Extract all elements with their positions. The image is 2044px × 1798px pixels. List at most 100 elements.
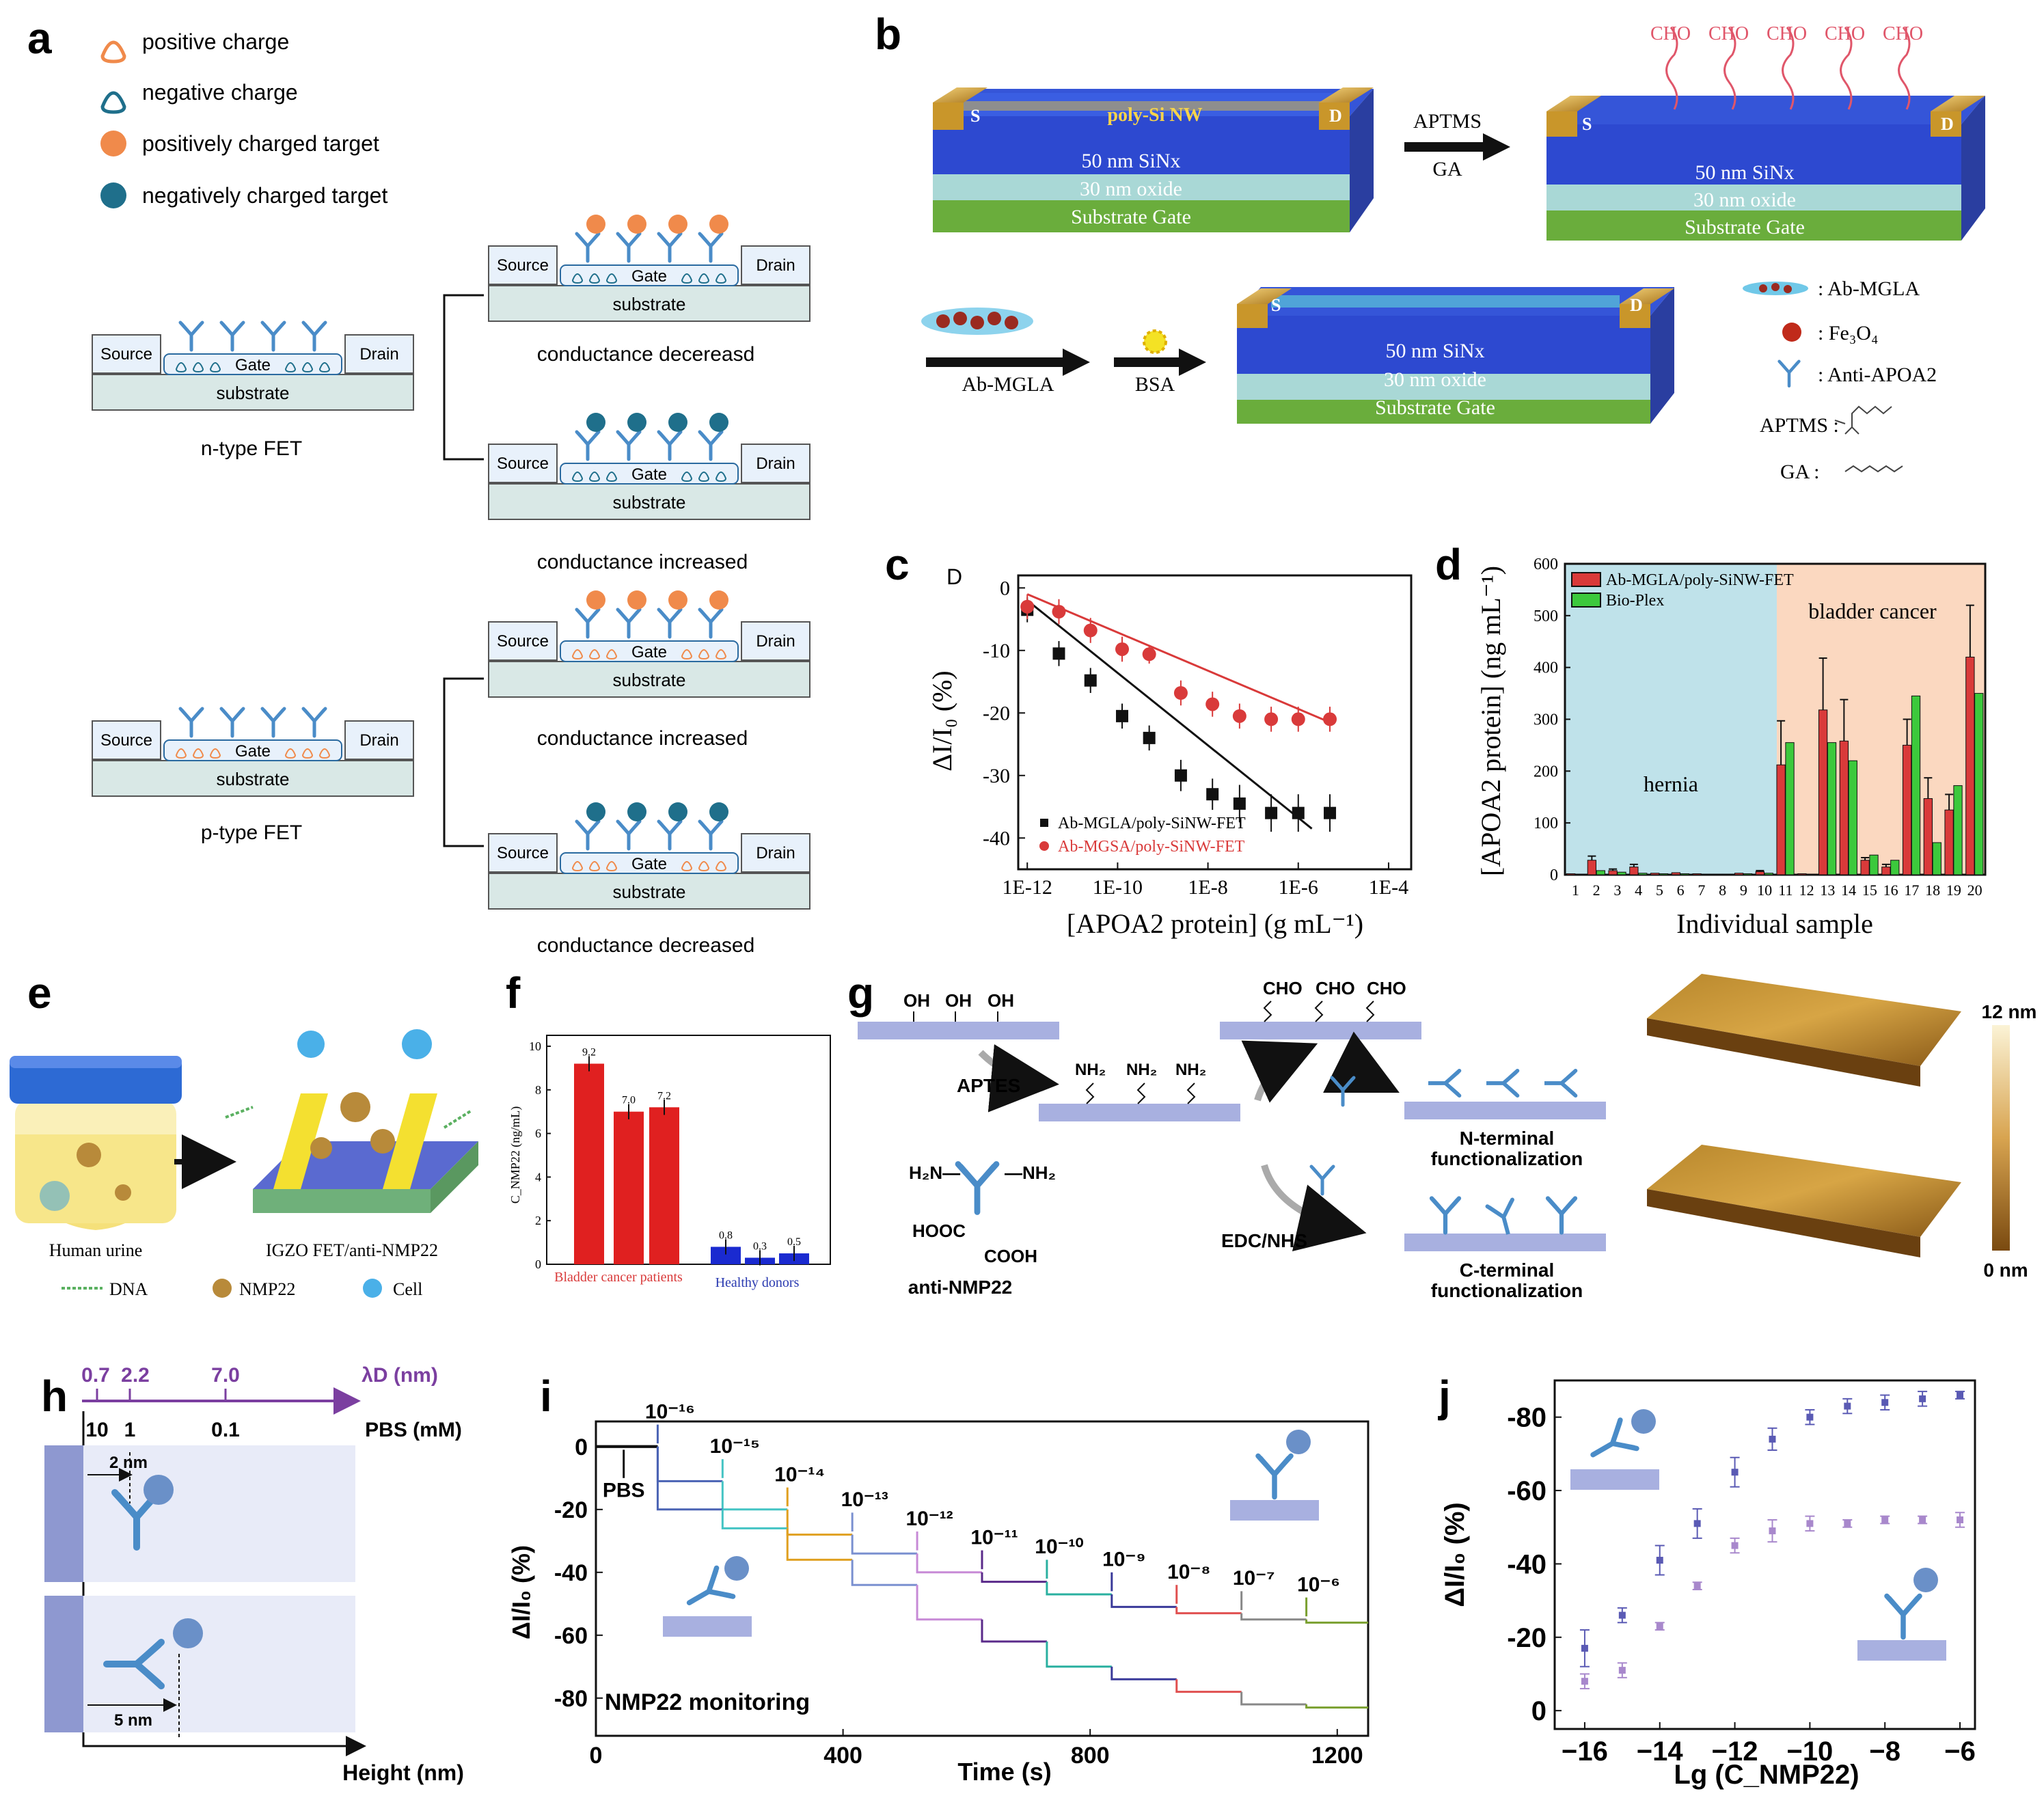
- d-bar: [1587, 860, 1597, 875]
- j-inset-surface-1: [1570, 1469, 1659, 1490]
- fet-diagram-3: substrate Source Drain Gate: [488, 215, 810, 322]
- positive-target-icon: [586, 215, 605, 234]
- gate-1: Substrate Gate: [1071, 206, 1191, 228]
- oxide-1: 30 nm oxide: [1080, 178, 1182, 200]
- hernia-region: [1565, 564, 1777, 875]
- i-y-tick-label: -80: [554, 1686, 588, 1712]
- i-conc-label: 10⁻⁹: [1102, 1549, 1145, 1571]
- result-3: conductance increased: [537, 727, 748, 750]
- j-point: [1769, 1435, 1776, 1443]
- i-conc-label: 10⁻¹⁰: [1035, 1536, 1083, 1558]
- panel-letter-i: i: [540, 1372, 552, 1421]
- bsa-label: BSA: [1135, 373, 1175, 396]
- substrate-label: substrate: [613, 294, 686, 314]
- d-y-tick-label: 200: [1534, 763, 1558, 780]
- panel-i: i 0 400 800 1200 0 -20 -40 -60 -80 PBS 10⁻¹⁶ 10⁻¹⁵ 1…: [507, 1372, 1370, 1786]
- surface-oh: [858, 1022, 1059, 1039]
- c-legend: Ab-MGLA/poly-SiNW-FET Ab-MGSA/poly-SiNW-…: [1039, 815, 1246, 856]
- negative-target-icon: [709, 802, 728, 821]
- antibody-icon: [618, 234, 640, 261]
- i-pbs-label: PBS: [603, 1479, 645, 1501]
- d-bar: [1566, 873, 1576, 875]
- aptes-arrow: [978, 1044, 1059, 1113]
- fet-diagram-5: substrate Source Drain Gate: [488, 590, 810, 698]
- drain-label: Drain: [359, 345, 398, 364]
- edc-label: EDC/NHS: [1221, 1230, 1307, 1251]
- d-bar: [1848, 760, 1857, 875]
- legend-a: positive charge negative charge positive…: [100, 29, 387, 208]
- nmp22-icon: [213, 1279, 232, 1298]
- negative-target-icon: [586, 413, 605, 432]
- c-plot-frame: [1017, 574, 1413, 871]
- d-bar: [1608, 870, 1618, 875]
- i-inset-surface-2: [1230, 1500, 1319, 1521]
- d-bar: [1806, 873, 1816, 875]
- pbs-1: 10: [85, 1419, 108, 1441]
- d-x-tick-label: 1: [1572, 882, 1579, 899]
- negative-target-icon: [100, 182, 126, 208]
- j-x-tick-label: −10: [1786, 1736, 1833, 1767]
- j-point: [1957, 1516, 1964, 1523]
- d-x-tick-label: 10: [1757, 882, 1772, 899]
- d-x-tick-label: 18: [1925, 882, 1940, 899]
- d-bar: [1764, 873, 1773, 875]
- negative-charge-icon: [605, 472, 618, 482]
- positive-target-icon: [627, 215, 646, 234]
- d-bar: [1755, 871, 1765, 875]
- c-point: [1083, 623, 1098, 638]
- negative-charge-icon: [571, 273, 584, 284]
- source-block: [488, 621, 558, 661]
- gate-block: [560, 264, 739, 286]
- i-conc-label: 10⁻¹⁶: [645, 1400, 695, 1423]
- ga-arrow-g: [1241, 1040, 1318, 1103]
- legend-negative-target: negatively charged target: [142, 183, 387, 208]
- d-bar: [1650, 873, 1660, 875]
- pbs-unit: PBS (mM): [365, 1419, 462, 1441]
- d-bar: [1818, 709, 1828, 875]
- scale-top: 12 nm: [1982, 1001, 2037, 1022]
- pbs-3: 0.1: [211, 1419, 240, 1441]
- i-series-upper: [981, 1572, 1047, 1583]
- d-bar: [1575, 873, 1585, 875]
- antibody-icon: [577, 821, 599, 849]
- i-series-upper: [1175, 1607, 1242, 1615]
- c-point: [1206, 788, 1219, 801]
- fet-diagram-4: substrate Source Drain Gate: [488, 413, 810, 520]
- d-x-tick-label: 15: [1862, 882, 1877, 899]
- j-x-tick-label: −14: [1637, 1736, 1684, 1767]
- nterm-label-2: functionalization: [1431, 1148, 1583, 1169]
- c-x-tick-label: 1E-8: [1188, 876, 1227, 899]
- c-y-tick-label: -20: [983, 702, 1010, 724]
- p-type-label: p-type FET: [201, 821, 302, 844]
- d-x-tick-label: 5: [1656, 882, 1663, 899]
- cho-g-1: CHO: [1263, 978, 1303, 998]
- i-y-tick-label: 0: [575, 1434, 588, 1460]
- d-bar: [1953, 785, 1963, 875]
- positive-charge-icon: [571, 861, 584, 872]
- f-bar: [614, 1111, 644, 1264]
- i-series-lower: [1046, 1642, 1112, 1668]
- nh2-3: NH₂: [1175, 1061, 1206, 1079]
- panel-f: f 0 2 4 6 8 10 9.2 7.0 7.2 0.8 0.3 0.5 C_NMP22 (ng/…: [506, 968, 831, 1290]
- j-point: [1844, 1402, 1851, 1410]
- d-y-tick-label: 400: [1534, 659, 1558, 677]
- panel-letter-d: d: [1435, 540, 1462, 589]
- legend-positive-charge: positive charge: [142, 29, 289, 54]
- gate-label: Gate: [631, 267, 667, 286]
- c-point: [1143, 731, 1156, 744]
- substrate: [488, 661, 810, 698]
- c-point: [1291, 712, 1305, 726]
- source-label: Source: [497, 844, 549, 862]
- antibody-icon: [659, 610, 681, 637]
- h-target-2: [173, 1618, 203, 1648]
- c-point: [1324, 806, 1337, 819]
- legend-anti-apoa2: : Anti-APOA2: [1818, 364, 1937, 386]
- d-bar: [1785, 742, 1795, 875]
- drain-label: Drain: [756, 454, 795, 473]
- d-x-tick-label: 12: [1799, 882, 1814, 899]
- lambda-2: 2.2: [121, 1364, 150, 1387]
- h-target-1: [144, 1475, 174, 1505]
- substrate-label: substrate: [613, 670, 686, 690]
- h-dist-1: 2 nm: [109, 1454, 148, 1472]
